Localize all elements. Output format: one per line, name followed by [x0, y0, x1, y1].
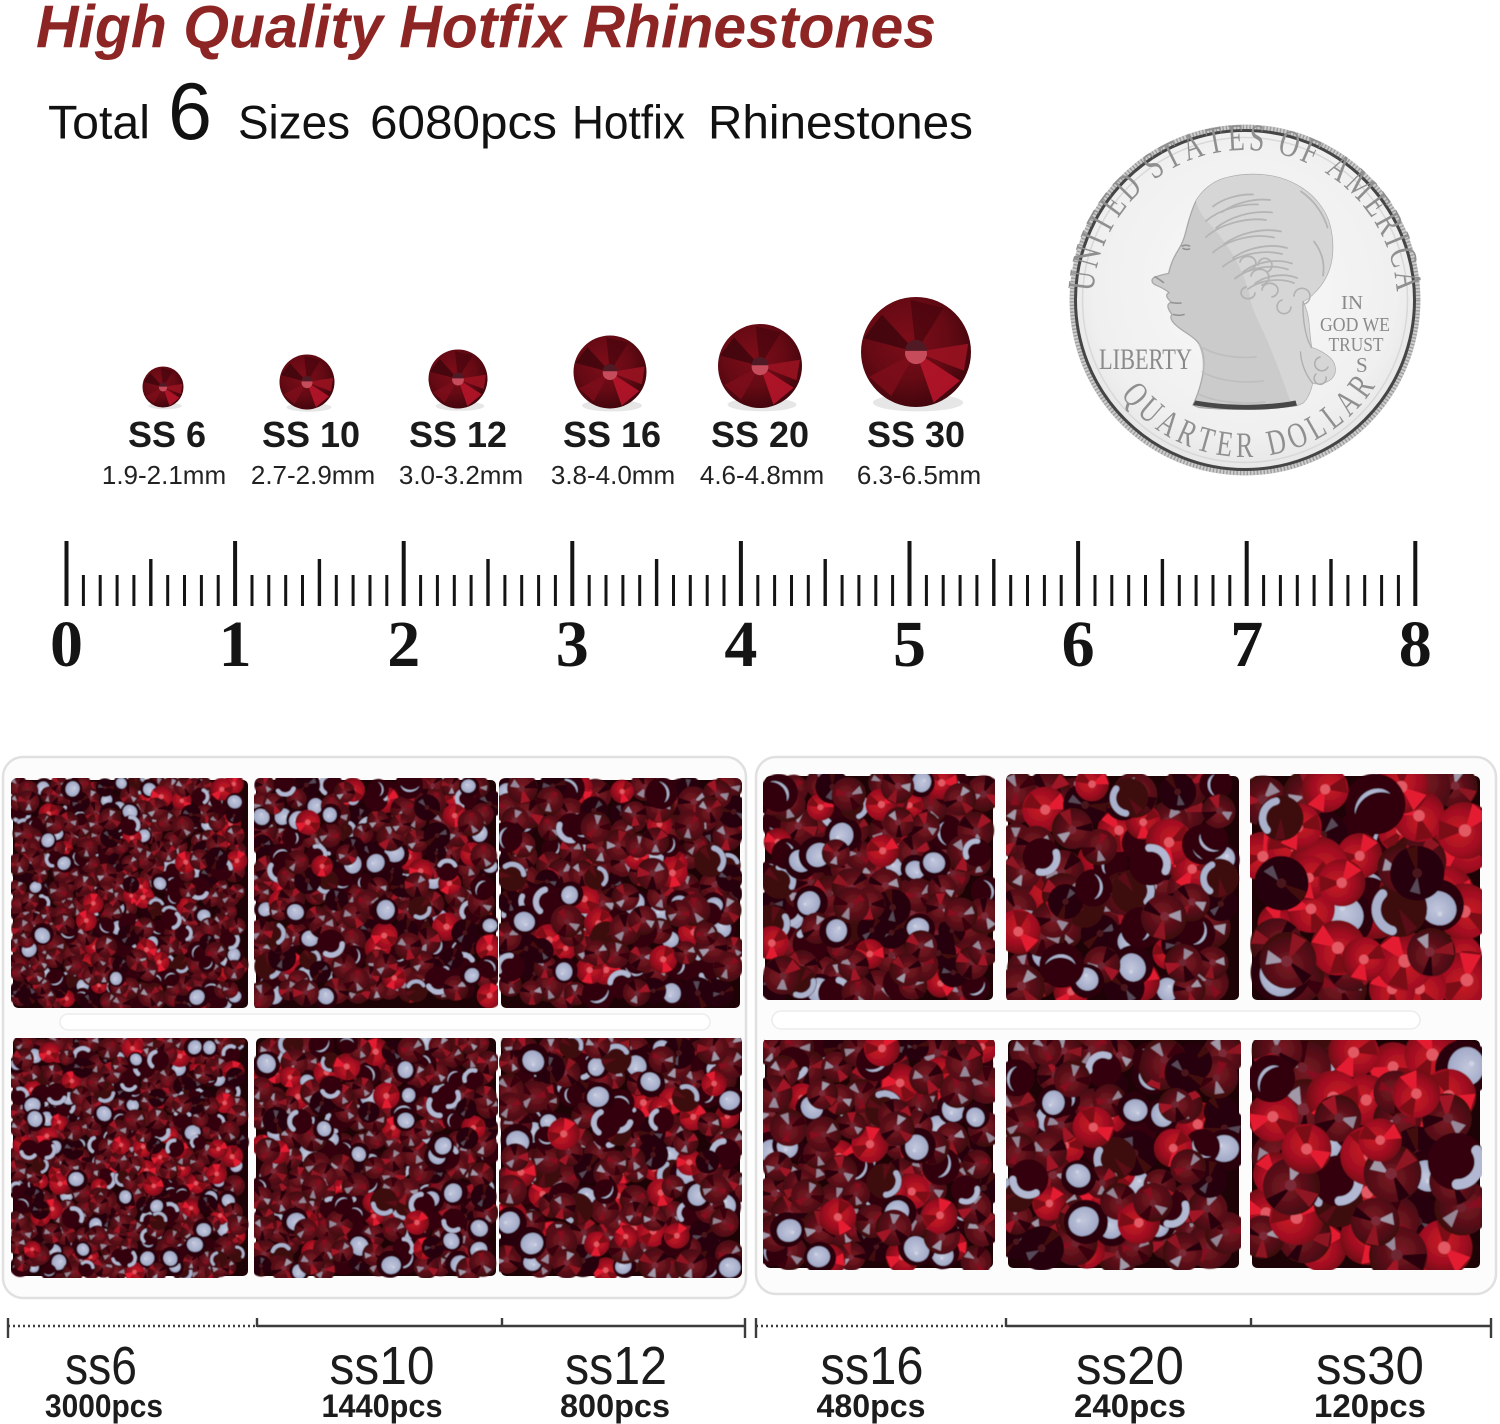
svg-text:R: R [1236, 425, 1253, 465]
svg-text:Sizes: Sizes [238, 96, 350, 149]
svg-text:ss10: ss10 [330, 1336, 435, 1396]
svg-text:SS 6: SS 6 [128, 414, 206, 455]
svg-text:SS 30: SS 30 [867, 414, 965, 455]
svg-text:E: E [1214, 423, 1235, 465]
svg-text:Total: Total [48, 96, 150, 149]
svg-text:3.8-4.0mm: 3.8-4.0mm [551, 460, 675, 490]
svg-text:4: 4 [724, 608, 757, 681]
svg-text:ss12: ss12 [565, 1336, 667, 1396]
svg-text:S: S [1356, 353, 1368, 377]
svg-text:7: 7 [1230, 608, 1263, 681]
svg-text:800pcs: 800pcs [560, 1388, 670, 1424]
svg-text:SS 16: SS 16 [563, 414, 661, 455]
svg-text:IN: IN [1341, 292, 1363, 314]
svg-text:Rhinestones: Rhinestones [708, 96, 973, 149]
svg-text:4.6-4.8mm: 4.6-4.8mm [700, 460, 824, 490]
svg-text:6080pcs: 6080pcs [370, 96, 557, 149]
svg-text:ss20: ss20 [1076, 1336, 1184, 1396]
svg-text:1440pcs: 1440pcs [322, 1388, 443, 1424]
svg-text:SS 10: SS 10 [262, 414, 360, 455]
svg-text:ss6: ss6 [65, 1336, 137, 1396]
svg-text:TRUST: TRUST [1329, 334, 1384, 356]
svg-text:3: 3 [556, 608, 589, 681]
svg-text:480pcs: 480pcs [817, 1388, 926, 1424]
svg-text:LIBERTY: LIBERTY [1099, 343, 1192, 376]
svg-text:6: 6 [168, 67, 212, 157]
svg-text:3.0-3.2mm: 3.0-3.2mm [399, 460, 523, 490]
svg-text:2: 2 [387, 608, 420, 681]
svg-text:120pcs: 120pcs [1314, 1388, 1426, 1424]
svg-text:GOD WE: GOD WE [1320, 314, 1390, 336]
svg-text:240pcs: 240pcs [1074, 1388, 1186, 1424]
svg-text:3000pcs: 3000pcs [45, 1388, 163, 1424]
svg-text:6: 6 [1062, 608, 1095, 681]
svg-text:Hotfix: Hotfix [572, 96, 685, 149]
svg-text:ss30: ss30 [1316, 1336, 1424, 1396]
svg-text:E: E [1227, 117, 1246, 160]
svg-text:ss16: ss16 [821, 1336, 924, 1396]
svg-text:2.7-2.9mm: 2.7-2.9mm [251, 460, 375, 490]
svg-text:SS 12: SS 12 [409, 414, 507, 455]
svg-text:0: 0 [50, 608, 83, 681]
svg-text:6.3-6.5mm: 6.3-6.5mm [857, 460, 981, 490]
svg-text:S: S [1248, 117, 1266, 160]
svg-text:5: 5 [893, 608, 926, 681]
svg-text:1.9-2.1mm: 1.9-2.1mm [102, 460, 226, 490]
svg-text:1: 1 [219, 608, 252, 681]
svg-text:8: 8 [1399, 608, 1432, 681]
svg-text:SS 20: SS 20 [711, 414, 809, 455]
svg-text:High Quality Hotfix Rhinestone: High Quality Hotfix Rhinestones [36, 0, 936, 61]
